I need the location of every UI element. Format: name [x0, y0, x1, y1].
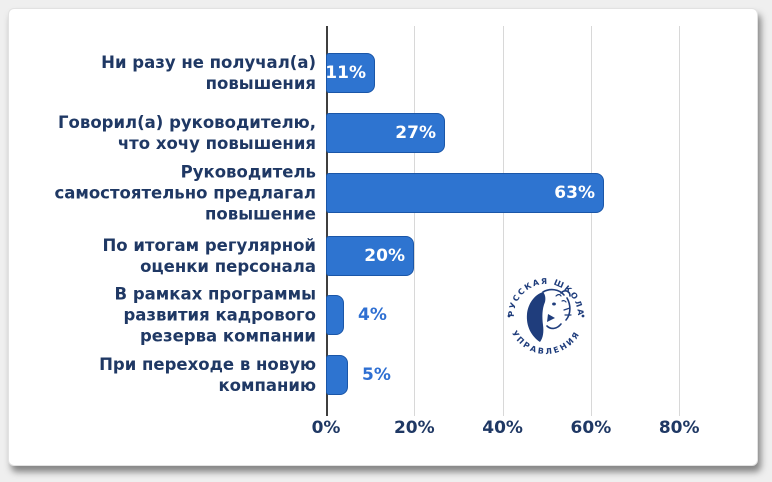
bar-value-label: 63% [554, 183, 595, 203]
bar-value-label: 11% [325, 63, 366, 83]
category-label: По итогам регулярной оценки персонала [102, 236, 316, 276]
svg-text:УПРАВЛЕНИЯ: УПРАВЛЕНИЯ [510, 329, 582, 356]
bar: 20% [326, 236, 414, 276]
gridline [414, 26, 416, 416]
svg-text:РУССКАЯ ШКОЛА: РУССКАЯ ШКОЛА [507, 277, 585, 317]
bar [326, 355, 348, 395]
rsu-logo: РУССКАЯ ШКОЛА УПРАВЛЕНИЯ [507, 277, 585, 356]
gridline [590, 26, 592, 416]
logo-bottom-text: УПРАВЛЕНИЯ [510, 329, 580, 356]
category-label: В рамках программы развития кадрового ре… [114, 284, 316, 346]
bar: 11% [325, 53, 375, 93]
bar-chart-plot-area: 11% 27% 63% 20% 4% 5% [325, 26, 738, 416]
lion-head-icon [526, 288, 572, 342]
gridline [679, 26, 681, 416]
x-axis-tick-label: 0% [311, 418, 341, 438]
bar: 63% [326, 173, 604, 213]
chart-card: 11% 27% 63% 20% 4% 5% РУССКАЯ ШКОЛА УПРАВЛЕНИ… [8, 8, 758, 466]
bar-value-label: 4% [358, 305, 387, 325]
x-axis-tick-label: 80% [658, 418, 700, 438]
logo-left-dot [507, 314, 511, 318]
x-axis-tick-label: 40% [482, 418, 523, 438]
bar: 27% [326, 113, 445, 153]
gridline [502, 26, 504, 416]
category-label: При переходе в новую компанию [99, 355, 316, 395]
category-label: Ни разу не получал(а) повышения [101, 53, 316, 93]
bar [326, 295, 344, 335]
logo-right-dot [581, 314, 585, 318]
bar-value-label: 5% [362, 365, 391, 385]
x-axis-tick-label: 60% [570, 418, 612, 438]
x-axis-tick-label: 20% [393, 418, 435, 438]
y-axis-line [326, 26, 328, 416]
bar-value-label: 27% [395, 123, 436, 143]
logo-top-text: РУССКАЯ ШКОЛА [507, 277, 584, 317]
bar-value-label: 20% [364, 246, 405, 266]
category-label: Руководитель самостоятельно предлагал по… [54, 162, 316, 224]
category-label: Говорил(а) руководителю, что хочу повыше… [58, 113, 316, 153]
